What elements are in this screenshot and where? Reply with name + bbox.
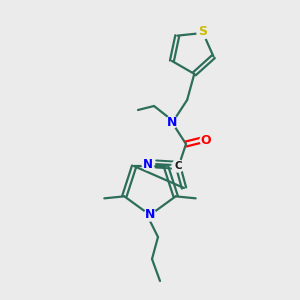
Text: C: C bbox=[174, 161, 182, 171]
Text: N: N bbox=[167, 116, 177, 128]
Text: O: O bbox=[201, 134, 211, 146]
Circle shape bbox=[197, 27, 209, 39]
Circle shape bbox=[166, 116, 178, 128]
Circle shape bbox=[142, 158, 154, 170]
Circle shape bbox=[144, 209, 156, 221]
Text: N: N bbox=[145, 208, 155, 221]
Circle shape bbox=[200, 134, 212, 146]
Circle shape bbox=[172, 160, 184, 172]
Text: S: S bbox=[199, 26, 208, 38]
Text: N: N bbox=[143, 158, 153, 170]
